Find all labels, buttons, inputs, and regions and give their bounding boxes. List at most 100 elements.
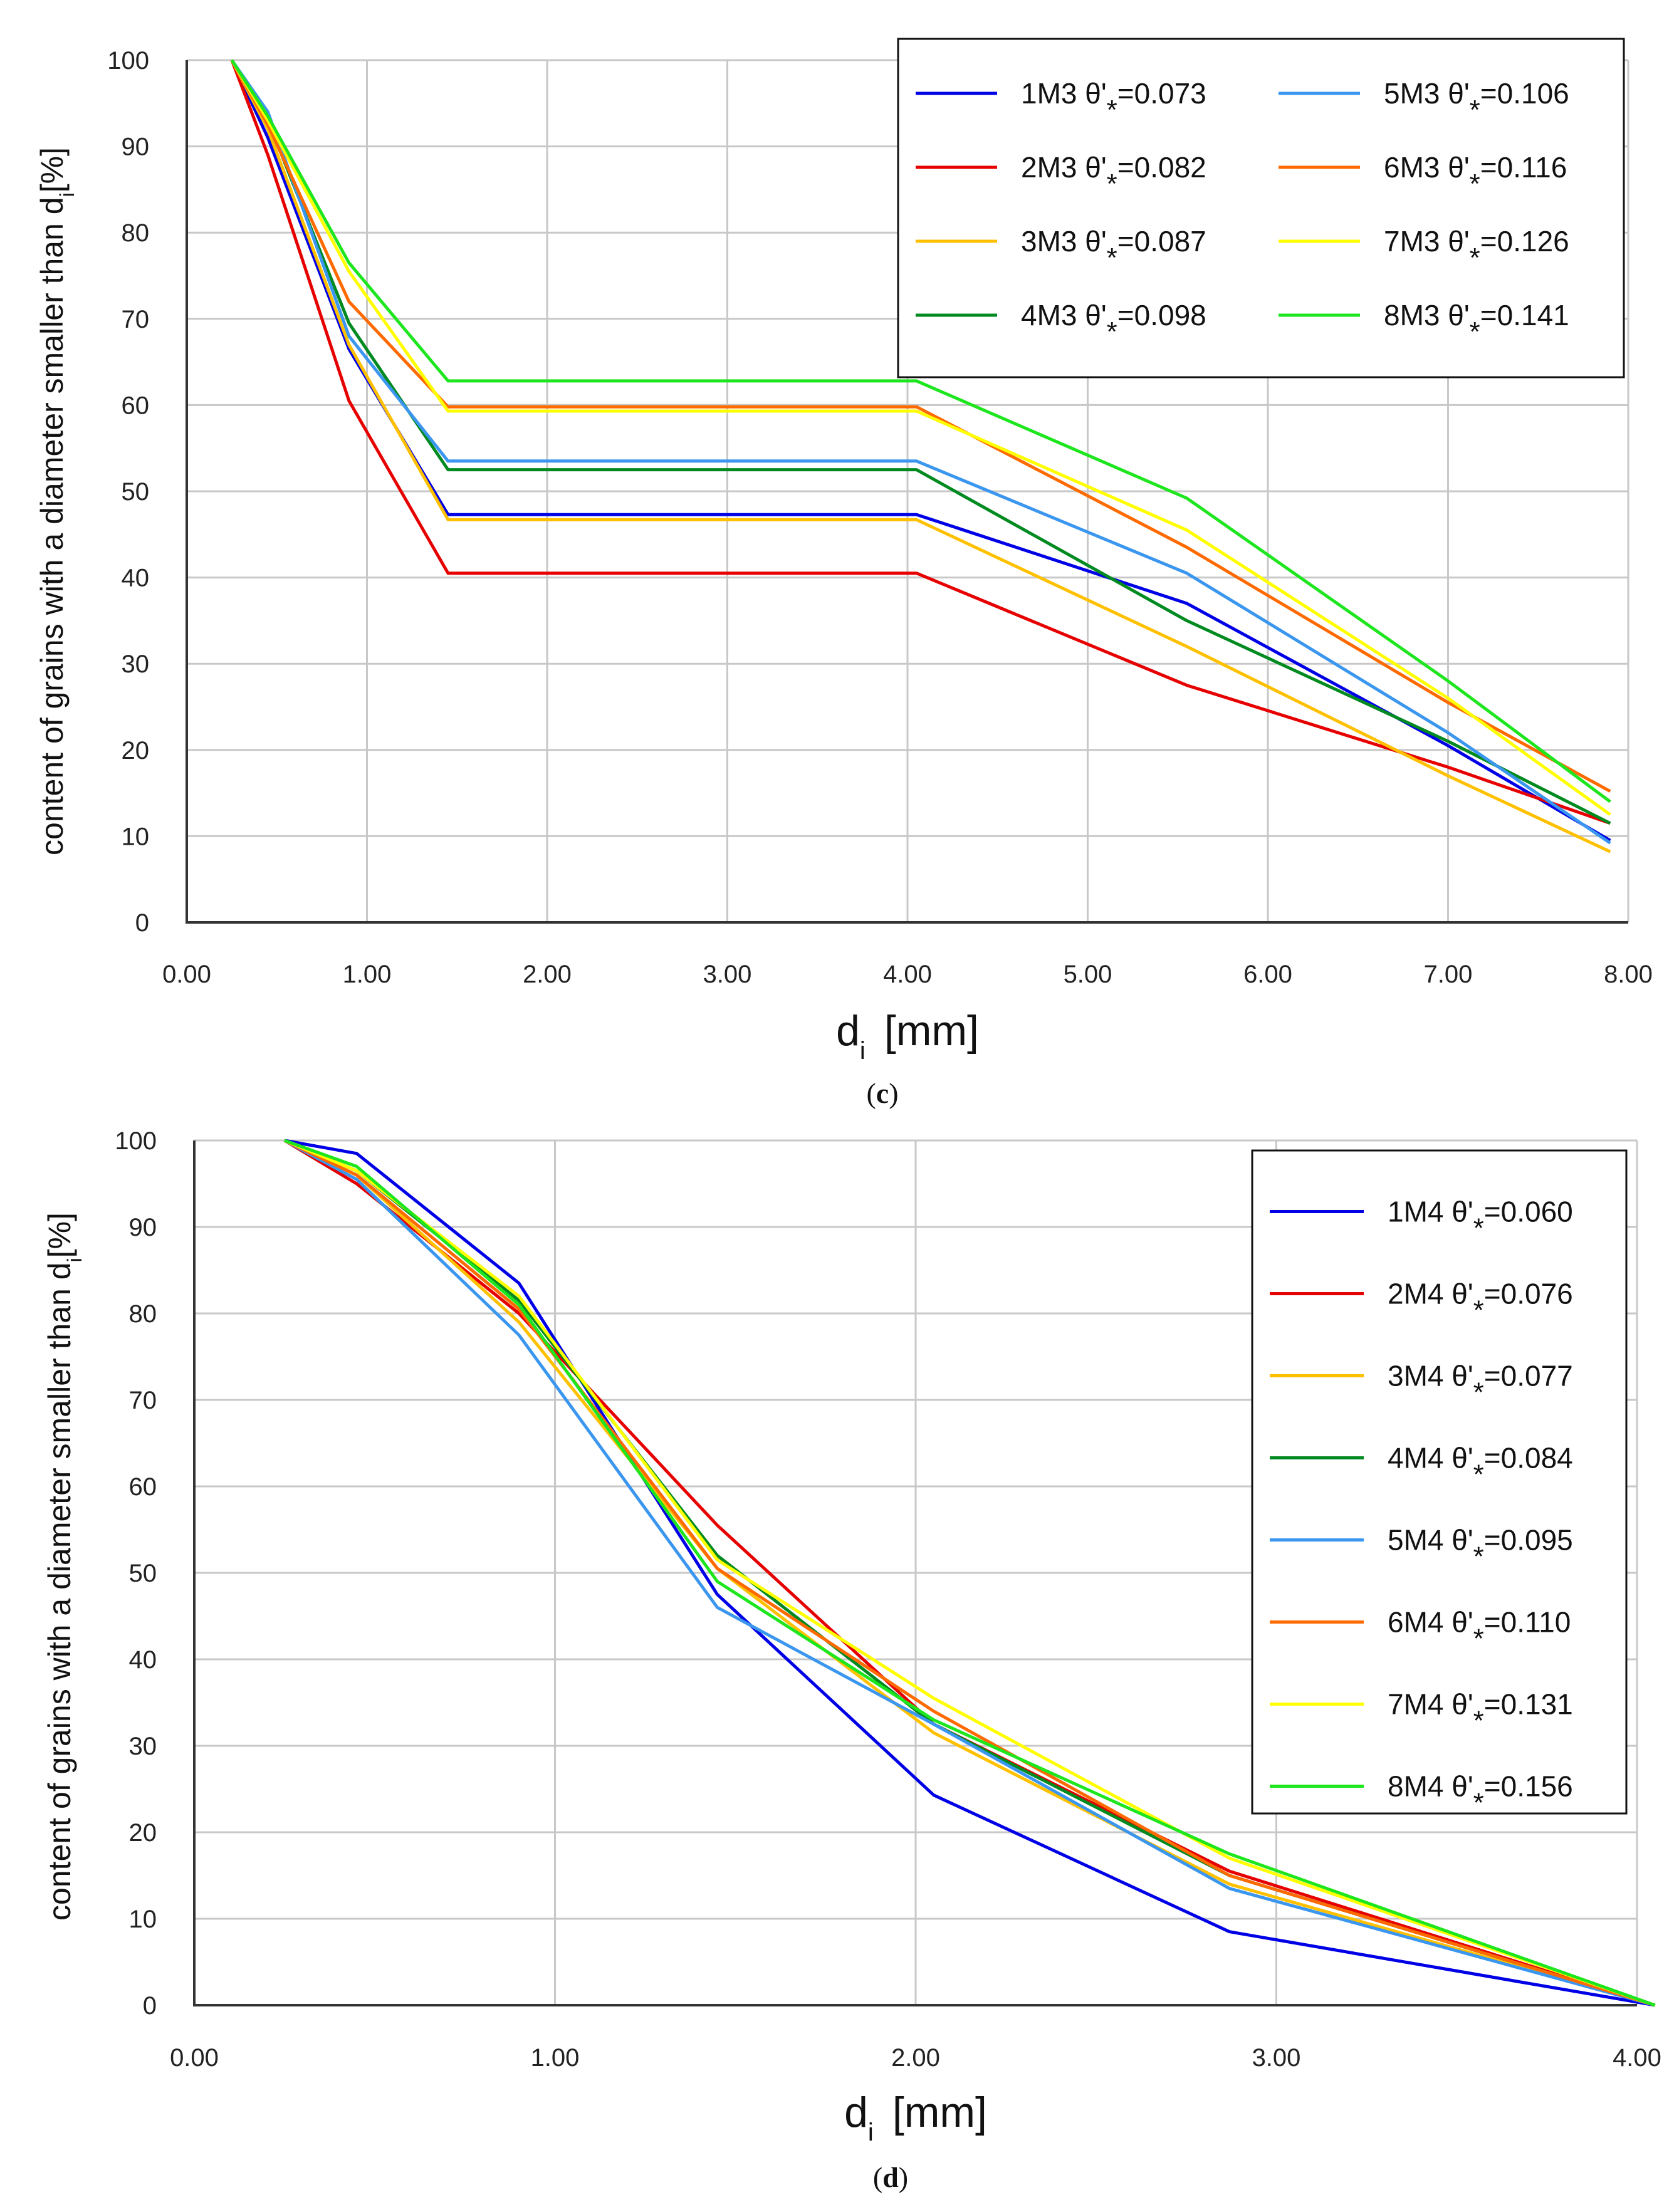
legend-item-2M3: 2M3 θ'*=0.082: [916, 151, 1206, 199]
legend-label-value: =0.076: [1484, 1278, 1573, 1310]
y-axis-label-unit: [%]: [42, 1213, 77, 1258]
figure-caption: (c): [866, 1077, 898, 1109]
y-tick-label: 90: [122, 133, 150, 161]
y-axis-label-main: content of grains with a diameter smalle…: [34, 197, 70, 855]
legend-label: 6M4 θ'*=0.110: [1388, 1606, 1571, 1654]
y-tick-label: 30: [129, 1733, 157, 1760]
legend-label-star: *: [1473, 1295, 1484, 1325]
y-axis-label-main: content of grains with a diameter smalle…: [42, 1262, 77, 1921]
x-axis-label-sub: i: [860, 1037, 866, 1065]
y-tick-label: 40: [129, 1646, 157, 1674]
legend-label-star: *: [1473, 1377, 1484, 1407]
legend-label-value: =0.082: [1117, 151, 1206, 184]
legend-label: 1M4 θ'*=0.060: [1388, 1196, 1573, 1244]
x-tick-label: 3.00: [703, 961, 752, 988]
legend-label-star: *: [1473, 1213, 1484, 1243]
legend-item-7M3: 7M3 θ'*=0.126: [1279, 225, 1569, 273]
x-tick-label: 5.00: [1064, 961, 1112, 988]
legend-label-prefix: 5M4 θ': [1388, 1524, 1473, 1557]
chart-c: 0 10 20 30 40 50 60 70 80 90 100 0.00 1.00 2.00 3.00 4.…: [34, 38, 1653, 1109]
legend-label-prefix: 8M4 θ': [1388, 1770, 1473, 1803]
legend-label: 8M4 θ'*=0.156: [1388, 1770, 1573, 1818]
legend-label-prefix: 5M3 θ': [1384, 77, 1470, 110]
legend-label-value: =0.116: [1480, 151, 1567, 184]
x-axis-label: di [mm]: [844, 2089, 987, 2146]
legend-label-prefix: 7M4 θ': [1388, 1688, 1473, 1721]
x-axis-label-unit: [mm]: [892, 2089, 987, 2136]
legend-label-star: *: [1470, 169, 1480, 199]
series-lines: [283, 1139, 1656, 2007]
legend-label-value: =0.141: [1480, 299, 1569, 331]
legend-label-prefix: 3M4 θ': [1388, 1360, 1473, 1392]
legend-label-prefix: 4M3 θ': [1021, 299, 1107, 331]
legend-label-star: *: [1107, 169, 1117, 199]
x-tick-label: 7.00: [1424, 961, 1473, 988]
legend-label-value: =0.060: [1484, 1196, 1573, 1228]
legend-item-8M3: 8M3 θ'*=0.141: [1279, 299, 1569, 347]
x-axis-label: di [mm]: [836, 1007, 979, 1065]
y-tick-label: 20: [129, 1819, 157, 1847]
y-tick-label: 30: [122, 650, 150, 678]
legend-label: 7M4 θ'*=0.131: [1388, 1688, 1573, 1736]
legend-label-value: =0.098: [1117, 299, 1206, 331]
legend-label: 5M3 θ'*=0.106: [1384, 77, 1569, 125]
series-line-3M3: [230, 59, 1611, 853]
legend-label-star: *: [1107, 316, 1117, 347]
legend-label: 4M3 θ'*=0.098: [1021, 299, 1206, 347]
legend-label-value: =0.106: [1480, 77, 1569, 110]
gridlines: [187, 59, 1629, 922]
x-tick-label: 2.00: [891, 2044, 940, 2072]
legend-label-prefix: 7M3 θ': [1384, 225, 1470, 258]
legend-label-star: *: [1107, 243, 1117, 273]
chart-d: 0 10 20 30 40 50 60 70 80 90 100 0.00 1.00 2.00 3.00 4.…: [42, 1127, 1661, 2193]
legend-item-8M4: 8M4 θ'*=0.156: [1270, 1770, 1573, 1818]
legend-box: [897, 38, 1625, 378]
legend-item-3M3: 3M3 θ'*=0.087: [916, 225, 1206, 273]
y-tick-label: 0: [135, 909, 149, 937]
y-axis-label-sub: i: [63, 1258, 86, 1262]
legend-item-4M4: 4M4 θ'*=0.084: [1270, 1442, 1573, 1490]
x-axis-label-sub: i: [868, 2119, 874, 2146]
legend-label-star: *: [1473, 1459, 1484, 1489]
x-tick-label: 1.00: [343, 961, 392, 988]
legend-label: 8M3 θ'*=0.141: [1384, 299, 1569, 347]
legend-label-prefix: 6M3 θ': [1384, 151, 1470, 184]
legend-label: 2M3 θ'*=0.082: [1021, 151, 1206, 199]
caption-open-paren: (: [873, 2161, 882, 2193]
x-axis-label-unit: [mm]: [884, 1007, 979, 1055]
x-axis-label-main: d: [844, 2089, 868, 2136]
y-axis-label-unit: [%]: [34, 147, 70, 192]
legend-label-prefix: 6M4 θ': [1388, 1606, 1473, 1639]
x-tick-label: 0.00: [162, 961, 211, 988]
legend-item-6M3: 6M3 θ'*=0.116: [1279, 151, 1567, 199]
y-tick-label: 10: [129, 1906, 157, 1933]
series-lines: [230, 59, 1611, 853]
legend-label-value: =0.110: [1484, 1606, 1571, 1639]
y-tick-label: 60: [122, 392, 150, 419]
series-line-1M4: [284, 1139, 1656, 2007]
caption-open-paren: (: [866, 1077, 876, 1109]
legend-label-value: =0.095: [1484, 1524, 1573, 1557]
legend-item-7M4: 7M4 θ'*=0.131: [1270, 1688, 1573, 1736]
legend-label-value: =0.073: [1117, 77, 1206, 110]
legend-label-prefix: 2M3 θ': [1021, 151, 1107, 184]
legend-label-value: =0.126: [1480, 225, 1569, 258]
legend-item-2M4: 2M4 θ'*=0.076: [1270, 1278, 1573, 1325]
x-axis-label-main: d: [836, 1007, 860, 1055]
axes: [186, 60, 1628, 924]
y-tick-label: 100: [107, 47, 149, 75]
x-tick-label: 3.00: [1252, 2044, 1301, 2072]
axes: [193, 1140, 1637, 2006]
y-tick-label: 80: [122, 219, 150, 247]
legend-item-3M4: 3M4 θ'*=0.077: [1270, 1360, 1573, 1407]
series-line-8M3: [230, 59, 1611, 803]
y-tick-label: 50: [122, 478, 150, 506]
legend-label: 4M4 θ'*=0.084: [1388, 1442, 1573, 1490]
y-tick-label: 80: [129, 1300, 157, 1328]
y-tick-label: 90: [129, 1214, 157, 1241]
legend-label-prefix: 4M4 θ': [1388, 1442, 1473, 1474]
legend-label-prefix: 1M4 θ': [1388, 1196, 1473, 1228]
